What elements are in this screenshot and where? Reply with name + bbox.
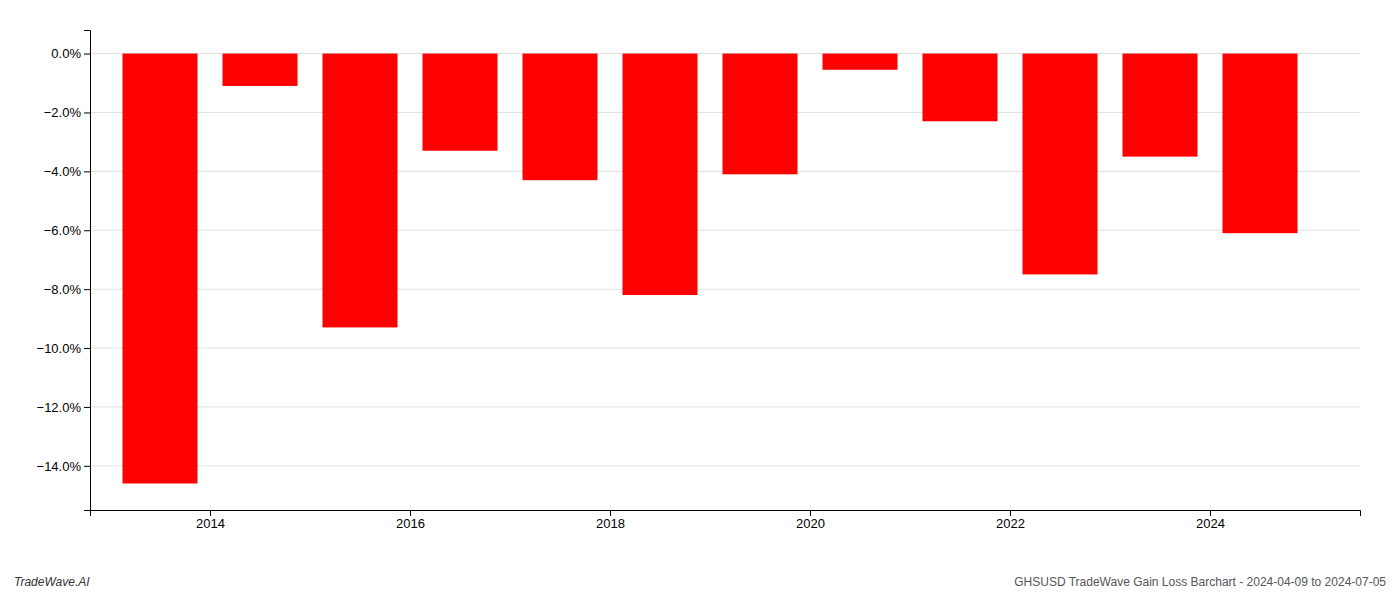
y-tick-label: −14.0% xyxy=(37,458,82,473)
grid-line xyxy=(90,289,1360,290)
bar xyxy=(1223,54,1298,234)
bar xyxy=(1123,54,1198,157)
x-tick: 2024 xyxy=(1196,510,1225,531)
x-tick: 2014 xyxy=(196,510,225,531)
bars xyxy=(123,54,1298,484)
bar xyxy=(923,54,998,122)
bar xyxy=(523,54,598,181)
y-tick: −4.0% xyxy=(44,164,90,179)
x-tick-mark xyxy=(610,510,611,516)
grid-line xyxy=(90,230,1360,231)
y-tick-label: −6.0% xyxy=(44,223,82,238)
bar xyxy=(623,54,698,295)
x-tick-label: 2022 xyxy=(996,516,1025,531)
y-axis: 0.0% −2.0% −4.0% −6.0% −8.0% −10.0% −12.0% −14.… xyxy=(37,31,91,511)
x-tick-label: 2018 xyxy=(596,516,625,531)
x-axis: 2014 2016 2018 2020 2022 2024 xyxy=(91,510,1361,531)
y-tick-mark xyxy=(84,230,90,231)
y-tick: −12.0% xyxy=(37,400,90,415)
y-tick-mark xyxy=(84,112,90,113)
bar xyxy=(723,54,798,175)
x-tick-label: 2020 xyxy=(796,516,825,531)
footnote-left: TradeWave.AI xyxy=(14,575,90,589)
y-tick-mark xyxy=(84,348,90,349)
x-tick: 2016 xyxy=(396,510,425,531)
x-tick-mark xyxy=(1010,510,1011,516)
y-tick: −6.0% xyxy=(44,223,90,238)
y-tick-label: −10.0% xyxy=(37,341,82,356)
x-tick-mark xyxy=(210,510,211,516)
x-tick-label: 2024 xyxy=(1196,516,1225,531)
grid-line xyxy=(90,348,1360,349)
footnote-right: GHSUSD TradeWave Gain Loss Barchart - 20… xyxy=(1014,575,1386,589)
y-tick: −8.0% xyxy=(44,282,90,297)
bar xyxy=(223,54,298,86)
y-tick-label: −2.0% xyxy=(44,105,82,120)
bar xyxy=(123,54,198,484)
y-tick: −10.0% xyxy=(37,341,90,356)
x-tick-mark xyxy=(410,510,411,516)
chart: 0.0% −2.0% −4.0% −6.0% −8.0% −10.0% −12.0% −14.… xyxy=(0,0,1400,600)
grid-line xyxy=(90,406,1360,407)
bar xyxy=(423,54,498,151)
y-tick-label: −4.0% xyxy=(44,164,82,179)
y-tick-label: 0.0% xyxy=(51,46,81,61)
grid xyxy=(90,54,1360,466)
x-tick: 2022 xyxy=(996,510,1025,531)
x-tick: 2018 xyxy=(596,510,625,531)
y-tick-mark xyxy=(84,466,90,467)
x-tick-mark xyxy=(1210,510,1211,516)
y-tick-label: −12.0% xyxy=(37,400,82,415)
x-tick: 2020 xyxy=(796,510,825,531)
y-tick-mark xyxy=(84,54,90,55)
y-tick: −2.0% xyxy=(44,105,90,120)
plot-area: 0.0% −2.0% −4.0% −6.0% −8.0% −10.0% −12.0% −14.… xyxy=(37,31,1361,532)
x-axis-line xyxy=(91,511,1361,517)
y-tick-mark xyxy=(84,289,90,290)
bar xyxy=(823,54,898,70)
x-tick-label: 2014 xyxy=(196,516,225,531)
y-tick: 0.0% xyxy=(51,46,90,61)
y-tick-mark xyxy=(84,407,90,408)
y-axis-line xyxy=(84,31,91,511)
grid-line xyxy=(90,465,1360,466)
y-tick-label: −8.0% xyxy=(44,282,82,297)
y-tick-mark xyxy=(84,171,90,172)
bar xyxy=(1023,54,1098,275)
y-tick: −14.0% xyxy=(37,458,90,473)
bar xyxy=(323,54,398,328)
x-tick-mark xyxy=(810,510,811,516)
x-tick-label: 2016 xyxy=(396,516,425,531)
